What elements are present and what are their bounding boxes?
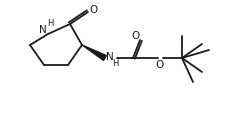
- Text: N: N: [106, 52, 114, 62]
- Text: O: O: [131, 31, 139, 41]
- Text: N: N: [39, 25, 47, 35]
- Text: O: O: [89, 5, 97, 15]
- Text: H: H: [47, 19, 53, 29]
- Polygon shape: [82, 45, 106, 60]
- Text: O: O: [155, 60, 163, 70]
- Text: H: H: [112, 59, 118, 67]
